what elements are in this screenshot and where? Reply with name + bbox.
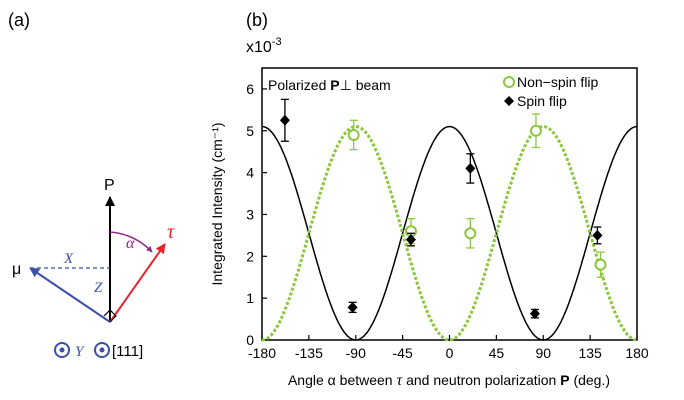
non-spin-flip-point (594, 258, 607, 271)
spin-flip-point (592, 229, 603, 241)
x-tick-label: 135 (578, 345, 602, 361)
panel-a: (a) P τ α μ X Z Y [111] (8, 10, 175, 360)
direction-111-icon (94, 342, 110, 358)
x-tick-label: 90 (535, 345, 551, 361)
right-angle-marker (103, 309, 117, 323)
mu-vector (29, 267, 111, 323)
spin-flip-point (405, 234, 416, 246)
scale-label: x10-3 (246, 36, 282, 56)
tau-vector-label: τ (167, 221, 175, 243)
y-tick-label: 1 (246, 290, 254, 306)
legend-spin-flip-label: Spin flip (517, 93, 567, 109)
x-axis-title: Angle α between τ and neutron polarizati… (288, 372, 610, 389)
spin-flip-point (347, 301, 358, 313)
panel-a-label: (a) (8, 10, 30, 30)
tau-vector (109, 243, 166, 323)
legend-non-spin-flip-label: Non−spin flip (517, 74, 599, 90)
non-spin-flip-fit-curve (261, 125, 638, 342)
data-points (279, 98, 607, 320)
x-tick-label: 180 (625, 345, 649, 361)
y-tick-label: 6 (246, 81, 254, 97)
alpha-arc (109, 231, 153, 253)
y-tick-label: 0 (246, 332, 254, 348)
y-tick-label: 2 (246, 248, 254, 264)
mu-vector-label: μ (12, 261, 21, 278)
legend-spin-flip-marker (504, 96, 514, 106)
non-spin-flip-point (464, 227, 477, 240)
y-axis-label: Y (75, 344, 85, 360)
x-tick-label: -90 (346, 345, 366, 361)
spin-flip-point (279, 114, 290, 126)
panel-b: (b) x10-3 -180 -135 -90 -45 0 45 90 135 18001234… (209, 10, 649, 389)
z-axis-label: Z (94, 280, 103, 296)
y-tick-label: 3 (246, 206, 254, 222)
x-tick-label: -135 (295, 345, 323, 361)
x-tick-label: -45 (393, 345, 413, 361)
panel-b-label: (b) (246, 10, 268, 30)
non-spin-flip-point (347, 128, 360, 141)
spin-flip-point (529, 308, 540, 320)
y-out-of-plane-dot-icon (59, 347, 65, 353)
x-tick-label: 0 (446, 345, 454, 361)
direction-111-label: [111] (112, 343, 143, 360)
spin-flip-point (465, 162, 476, 174)
x-tick-label: -180 (248, 345, 276, 361)
direction-111-dot-icon (99, 347, 105, 353)
x-tick-label: 45 (489, 345, 505, 361)
x-axis-label: X (63, 251, 74, 267)
polarization-annotation: Polarized P⊥ beam (268, 77, 391, 93)
y-out-of-plane-icon (54, 342, 70, 358)
legend: Non−spin flip Spin flip (503, 74, 599, 109)
y-tick-label: 4 (246, 165, 254, 181)
p-vector-label: P (104, 177, 115, 194)
alpha-label: α (126, 235, 135, 252)
spin-flip-fit-curve (262, 125, 637, 341)
y-tick-label: 5 (246, 123, 254, 139)
legend-non-spin-flip-marker (503, 76, 515, 88)
non-spin-flip-point (529, 124, 542, 137)
fit-curves (261, 125, 638, 342)
y-axis-title: Integrated Intensity (cm⁻¹) (209, 122, 225, 285)
